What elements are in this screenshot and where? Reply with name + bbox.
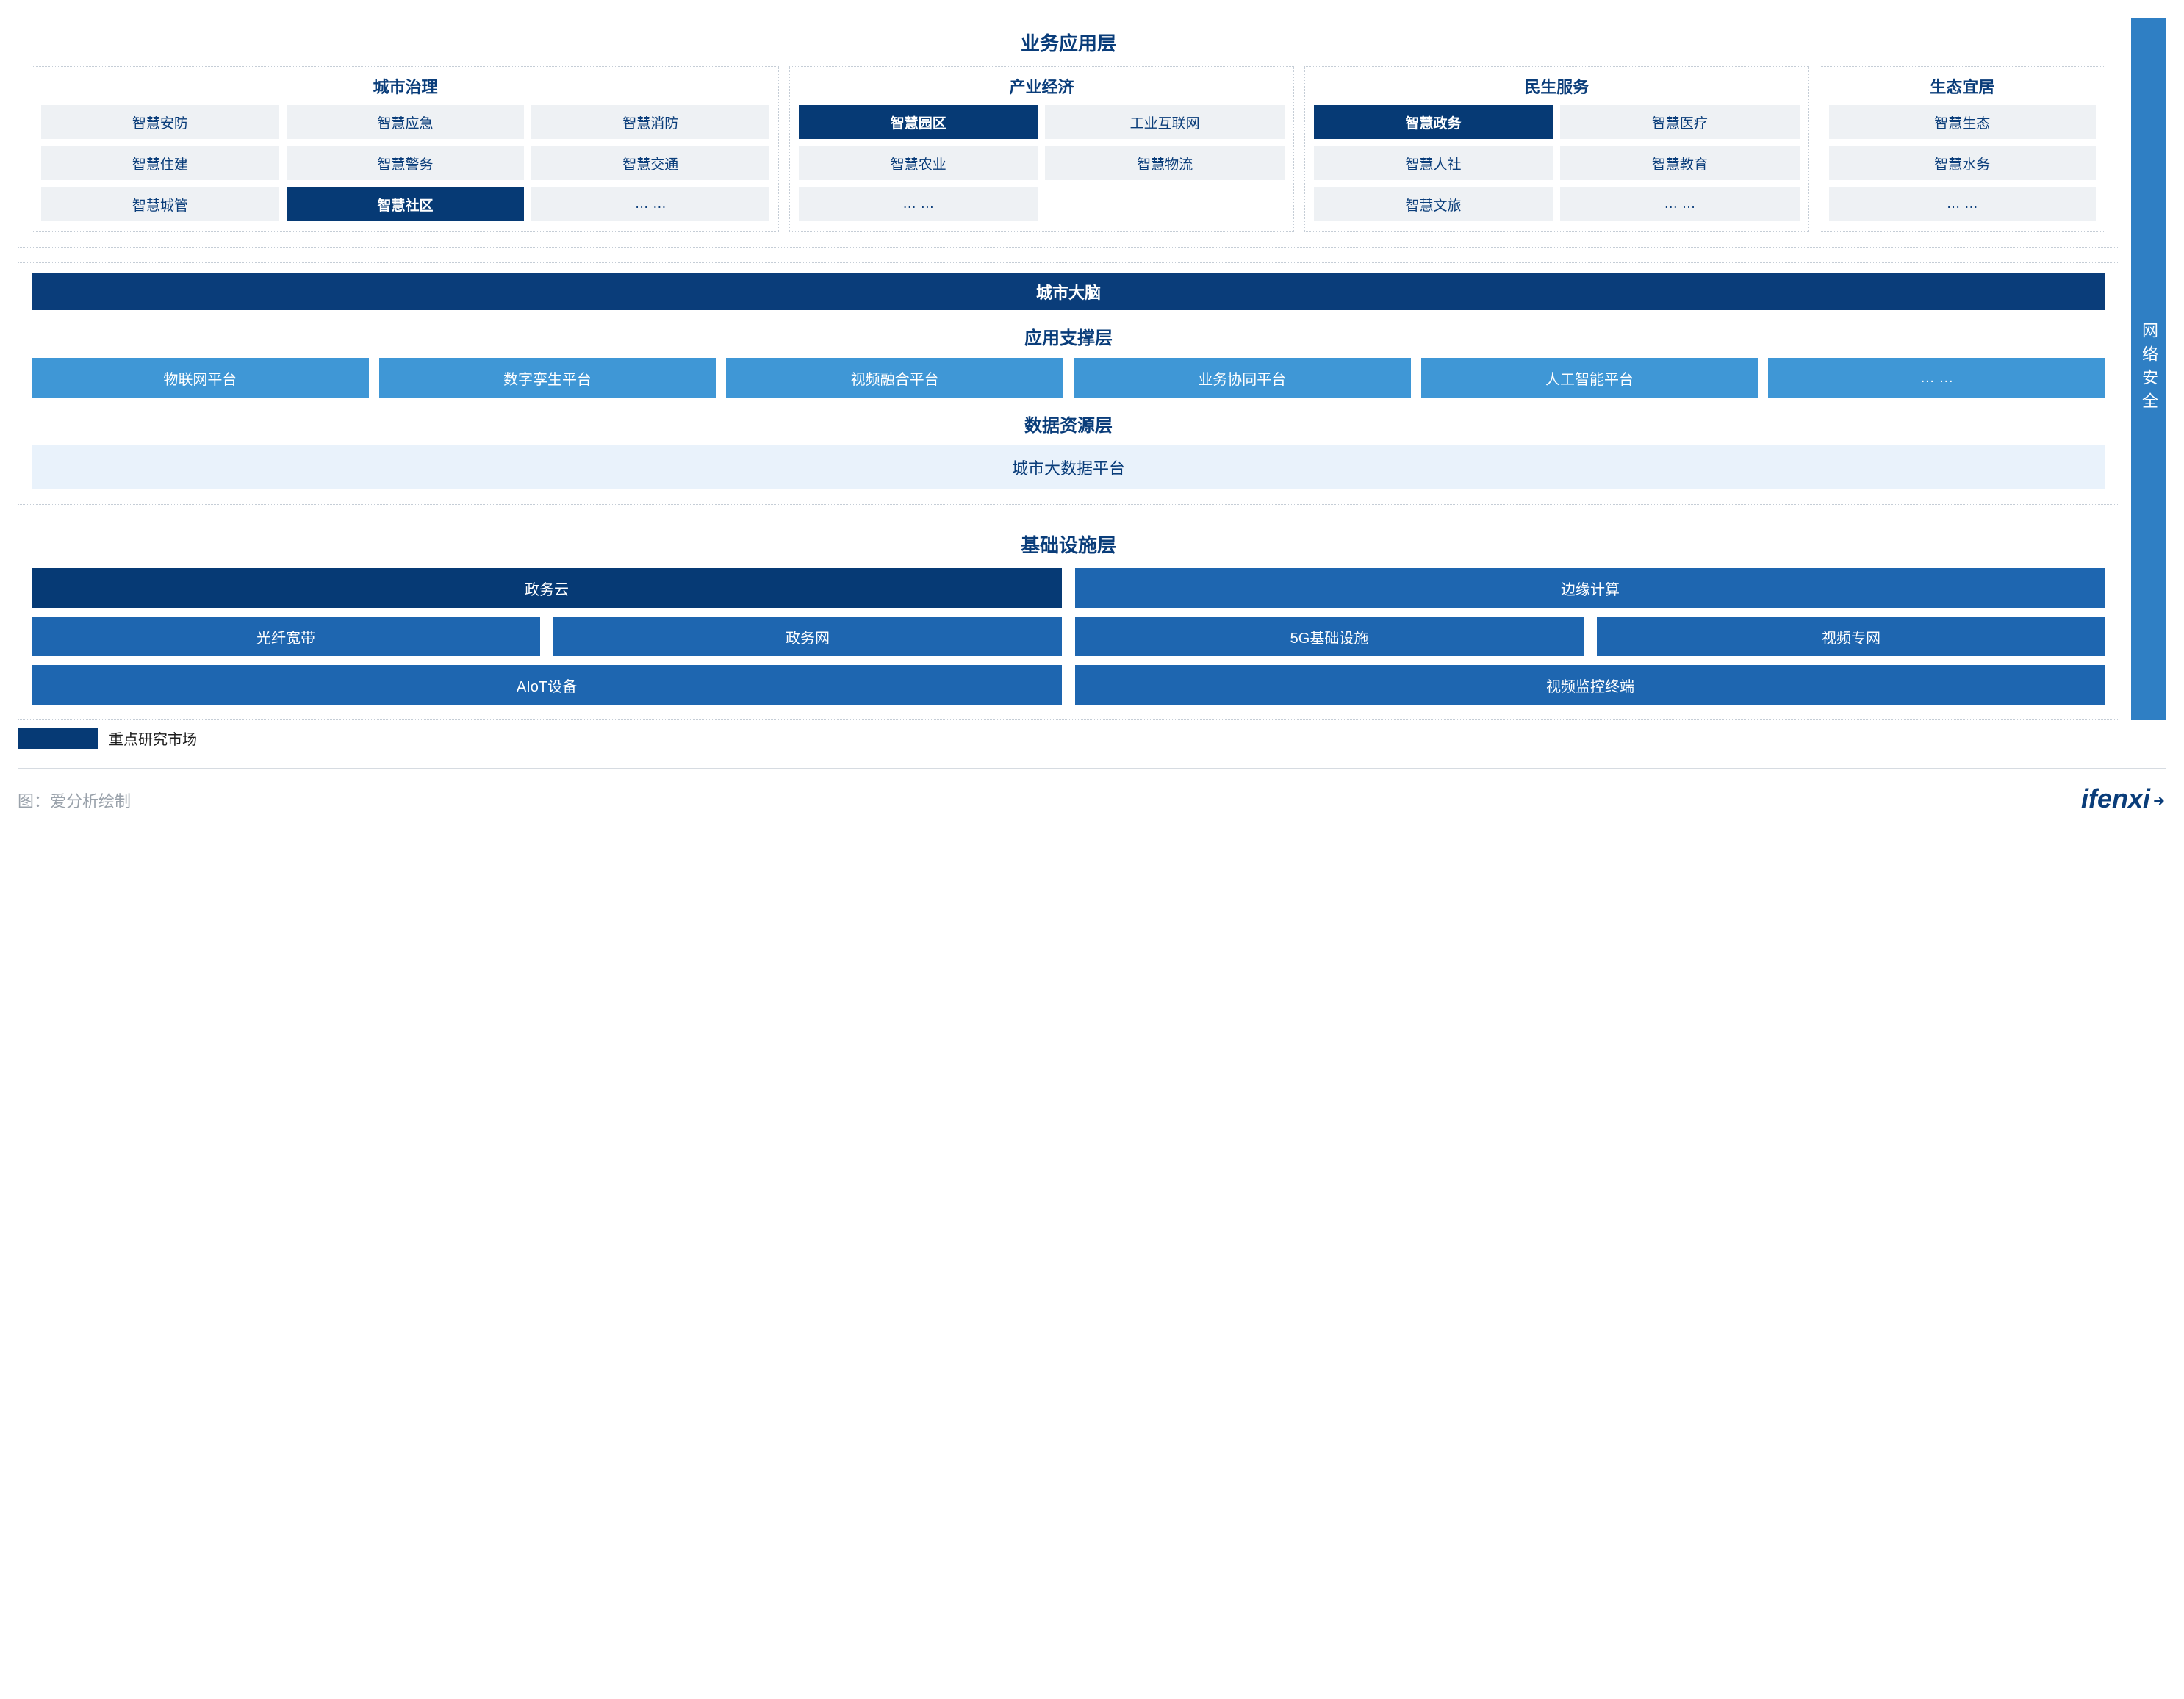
app-chip: 智慧水务 <box>1829 146 2096 180</box>
legend-swatch <box>18 728 98 749</box>
app-group-title: 民生服务 <box>1314 74 1800 98</box>
app-chip: 智慧文旅 <box>1314 187 1553 221</box>
app-chip: 智慧应急 <box>287 105 525 139</box>
infra-layer-title: 基础设施层 <box>32 531 2105 558</box>
app-chip: 智慧消防 <box>531 105 769 139</box>
brand-logo: ifenxi <box>2081 783 2166 816</box>
application-layer-section: 业务应用层 城市治理智慧安防智慧应急智慧消防智慧住建智慧警务智慧交通智慧城管智慧… <box>18 18 2119 248</box>
data-layer-title: 数据资源层 <box>32 411 2105 437</box>
app-group-1: 产业经济智慧园区工业互联网智慧农业智慧物流… … <box>789 66 1294 232</box>
application-layer-title: 业务应用层 <box>32 29 2105 56</box>
infra-block: 视频监控终端 <box>1075 665 2105 705</box>
app-chip: 智慧社区 <box>287 187 525 221</box>
app-group-title: 城市治理 <box>41 74 769 98</box>
support-block: 视频融合平台 <box>726 358 1063 398</box>
brand-arrow-icon <box>2153 794 2166 808</box>
brand-text: ifenxi <box>2081 783 2150 814</box>
middle-section: 城市大脑 应用支撑层 物联网平台数字孪生平台视频融合平台业务协同平台人工智能平台… <box>18 262 2119 505</box>
city-brain-bar: 城市大脑 <box>32 273 2105 310</box>
app-chip: … … <box>1829 187 2096 221</box>
app-group-title: 产业经济 <box>799 74 1285 98</box>
app-chip: 智慧城管 <box>41 187 279 221</box>
support-block: … … <box>1768 358 2105 398</box>
app-group-0: 城市治理智慧安防智慧应急智慧消防智慧住建智慧警务智慧交通智慧城管智慧社区… … <box>32 66 779 232</box>
app-group-3: 生态宜居智慧生态智慧水务 … … <box>1820 66 2105 232</box>
infra-block: 光纤宽带 <box>32 617 540 656</box>
app-chip: 智慧物流 <box>1045 146 1284 180</box>
support-block: 物联网平台 <box>32 358 369 398</box>
support-block: 人工智能平台 <box>1421 358 1759 398</box>
legend: 重点研究市场 <box>18 728 2166 749</box>
app-chip: … … <box>1560 187 1799 221</box>
infra-layer-section: 基础设施层 政务云边缘计算光纤宽带政务网 5G基础设施视频专网 AIoT设备视频监控… <box>18 520 2119 720</box>
infra-block: AIoT设备 <box>32 665 1062 705</box>
infra-block: 视频专网 <box>1597 617 2105 656</box>
app-chip: 智慧生态 <box>1829 105 2096 139</box>
app-group-2: 民生服务智慧政务智慧医疗智慧人社智慧教育智慧文旅… … <box>1304 66 1809 232</box>
app-chip: 智慧交通 <box>531 146 769 180</box>
footer: 图：爱分析绘制 ifenxi <box>18 768 2166 816</box>
app-chip: 智慧医疗 <box>1560 105 1799 139</box>
app-chip: 智慧教育 <box>1560 146 1799 180</box>
support-block: 业务协同平台 <box>1074 358 1411 398</box>
app-chip: 智慧人社 <box>1314 146 1553 180</box>
app-chip: 智慧警务 <box>287 146 525 180</box>
app-group-title: 生态宜居 <box>1829 74 2096 98</box>
app-chip: 智慧园区 <box>799 105 1038 139</box>
infra-block: 边缘计算 <box>1075 568 2105 608</box>
support-layer-title: 应用支撑层 <box>32 323 2105 349</box>
infra-block: 政务网 <box>553 617 1062 656</box>
infra-block: 5G基础设施 <box>1075 617 1584 656</box>
app-chip: 智慧安防 <box>41 105 279 139</box>
legend-label: 重点研究市场 <box>109 728 197 749</box>
infra-block: 政务云 <box>32 568 1062 608</box>
app-chip: 工业互联网 <box>1045 105 1284 139</box>
app-chip: 智慧政务 <box>1314 105 1553 139</box>
app-chip: 智慧农业 <box>799 146 1038 180</box>
support-block: 数字孪生平台 <box>379 358 716 398</box>
footer-caption: 图：爱分析绘制 <box>18 789 131 812</box>
network-security-sidebar: 网络安全 <box>2131 18 2166 720</box>
app-chip: … … <box>531 187 769 221</box>
city-big-data-platform: 城市大数据平台 <box>32 445 2105 489</box>
app-chip: 智慧住建 <box>41 146 279 180</box>
app-chip: … … <box>799 187 1038 221</box>
